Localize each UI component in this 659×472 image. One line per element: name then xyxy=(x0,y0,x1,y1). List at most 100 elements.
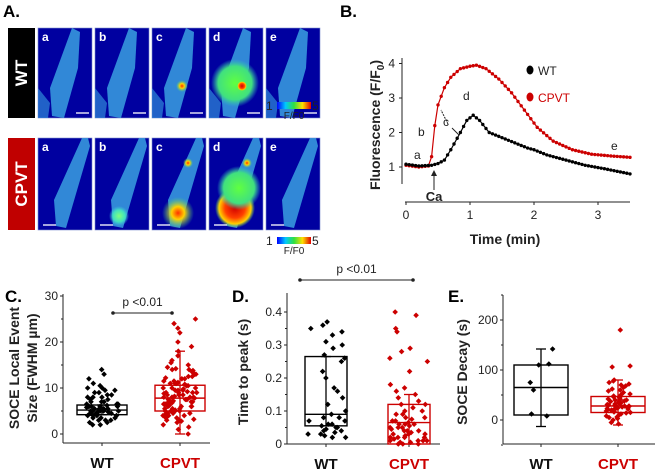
legend-label-cpvt: CPVT xyxy=(538,91,571,105)
panel-label-e: E. xyxy=(448,287,464,306)
data-point-wt xyxy=(561,157,565,161)
y-tick-label: 200 xyxy=(478,313,498,327)
data-point-cpvt xyxy=(628,155,632,160)
data-point-wt xyxy=(330,345,336,352)
box-wt xyxy=(513,364,569,416)
data-point-cpvt xyxy=(614,405,621,411)
data-point-wt xyxy=(105,405,111,412)
data-point-wt xyxy=(557,156,562,161)
data-point-cpvt xyxy=(606,414,612,421)
y-axis-label-line1: SOCE Local Event xyxy=(6,307,22,429)
y-axis-label-sub: 0 xyxy=(376,64,387,70)
hot-spot xyxy=(237,81,247,91)
data-point-cpvt xyxy=(395,434,401,441)
data-point-cpvt xyxy=(605,402,612,408)
data-point-cpvt xyxy=(415,441,422,447)
data-point-wt xyxy=(325,401,331,408)
data-point-cpvt xyxy=(509,91,514,95)
data-point-wt xyxy=(481,122,485,127)
data-point-cpvt xyxy=(609,386,615,392)
data-point-wt xyxy=(413,163,418,168)
data-point-cpvt xyxy=(193,389,200,396)
data-point-cpvt xyxy=(395,424,401,431)
category-label-cpvt: CPVT xyxy=(598,456,638,472)
data-point-cpvt xyxy=(617,387,624,393)
data-point-cpvt xyxy=(612,154,616,158)
data-point-cpvt xyxy=(412,391,419,398)
data-point-cpvt xyxy=(461,66,466,70)
data-point-cpvt xyxy=(605,153,610,158)
data-point-cpvt xyxy=(621,155,626,159)
data-point-wt xyxy=(331,385,337,391)
data-point-cpvt xyxy=(538,128,543,132)
y-tick-label: 0 xyxy=(51,427,58,441)
row-label-box-cpvt xyxy=(8,138,35,230)
data-point-cpvt xyxy=(393,411,399,418)
data-point-cpvt xyxy=(493,74,498,79)
cell-shape xyxy=(54,138,90,228)
data-point-wt xyxy=(342,434,349,441)
data-point-wt xyxy=(570,160,575,164)
data-point-cpvt xyxy=(415,428,422,434)
data-point-cpvt xyxy=(174,419,180,426)
data-point-wt xyxy=(95,417,102,423)
data-point-cpvt xyxy=(604,407,611,413)
data-point-wt xyxy=(104,402,110,409)
data-point-wt xyxy=(338,428,345,434)
data-point-wt xyxy=(329,434,336,441)
data-point-cpvt xyxy=(160,401,167,407)
data-point-wt xyxy=(527,379,534,386)
data-point-cpvt xyxy=(586,151,591,156)
data-point-cpvt xyxy=(617,327,624,333)
hot-spot xyxy=(109,206,129,226)
category-label-wt: WT xyxy=(314,456,337,472)
data-point-cpvt xyxy=(392,418,399,424)
annotation-b: b xyxy=(418,125,425,139)
data-point-cpvt xyxy=(449,75,453,80)
data-point-cpvt xyxy=(599,153,603,157)
data-point-wt xyxy=(599,166,603,170)
data-point-wt xyxy=(112,387,118,394)
y-tick-label: 20 xyxy=(45,335,59,349)
data-point-cpvt xyxy=(623,410,629,416)
data-point-cpvt xyxy=(458,66,463,71)
data-point-cpvt xyxy=(170,398,177,404)
data-point-cpvt xyxy=(391,436,397,442)
neighbor-cell xyxy=(152,88,164,118)
data-point-cpvt xyxy=(161,390,167,397)
data-point-wt xyxy=(532,148,536,152)
frame-label-d: d xyxy=(213,140,220,154)
data-point-cpvt xyxy=(181,412,188,419)
data-point-cpvt xyxy=(185,362,192,368)
x-tick-label: 2 xyxy=(531,208,538,222)
data-point-wt xyxy=(484,126,488,131)
data-point-cpvt xyxy=(487,69,491,73)
data-point-cpvt xyxy=(392,309,398,315)
category-label-cpvt: CPVT xyxy=(389,456,429,472)
data-point-wt xyxy=(551,154,555,159)
data-point-cpvt xyxy=(164,410,171,417)
data-point-cpvt xyxy=(615,421,622,427)
data-point-cpvt xyxy=(610,378,617,384)
data-point-wt xyxy=(465,118,469,123)
data-point-wt xyxy=(334,424,341,431)
y-tick-label: 0.3 xyxy=(265,338,282,352)
data-point-wt xyxy=(493,133,498,137)
data-point-wt xyxy=(538,150,543,155)
data-point-wt xyxy=(321,432,328,439)
data-point-cpvt xyxy=(484,66,488,71)
data-point-cpvt xyxy=(405,419,412,426)
data-point-cpvt xyxy=(400,441,406,447)
y-axis-label-end: ) xyxy=(367,60,383,65)
data-point-cpvt xyxy=(394,329,400,335)
data-point-wt xyxy=(97,403,103,410)
data-point-wt xyxy=(596,165,600,170)
data-point-cpvt xyxy=(490,72,495,76)
data-point-cpvt xyxy=(175,379,181,386)
data-point-wt xyxy=(573,160,578,165)
image-tile-cpvt-c: c xyxy=(151,137,207,231)
data-point-cpvt xyxy=(606,379,612,386)
data-point-wt xyxy=(525,146,530,150)
data-point-cpvt xyxy=(442,85,447,90)
data-point-wt xyxy=(339,329,345,335)
